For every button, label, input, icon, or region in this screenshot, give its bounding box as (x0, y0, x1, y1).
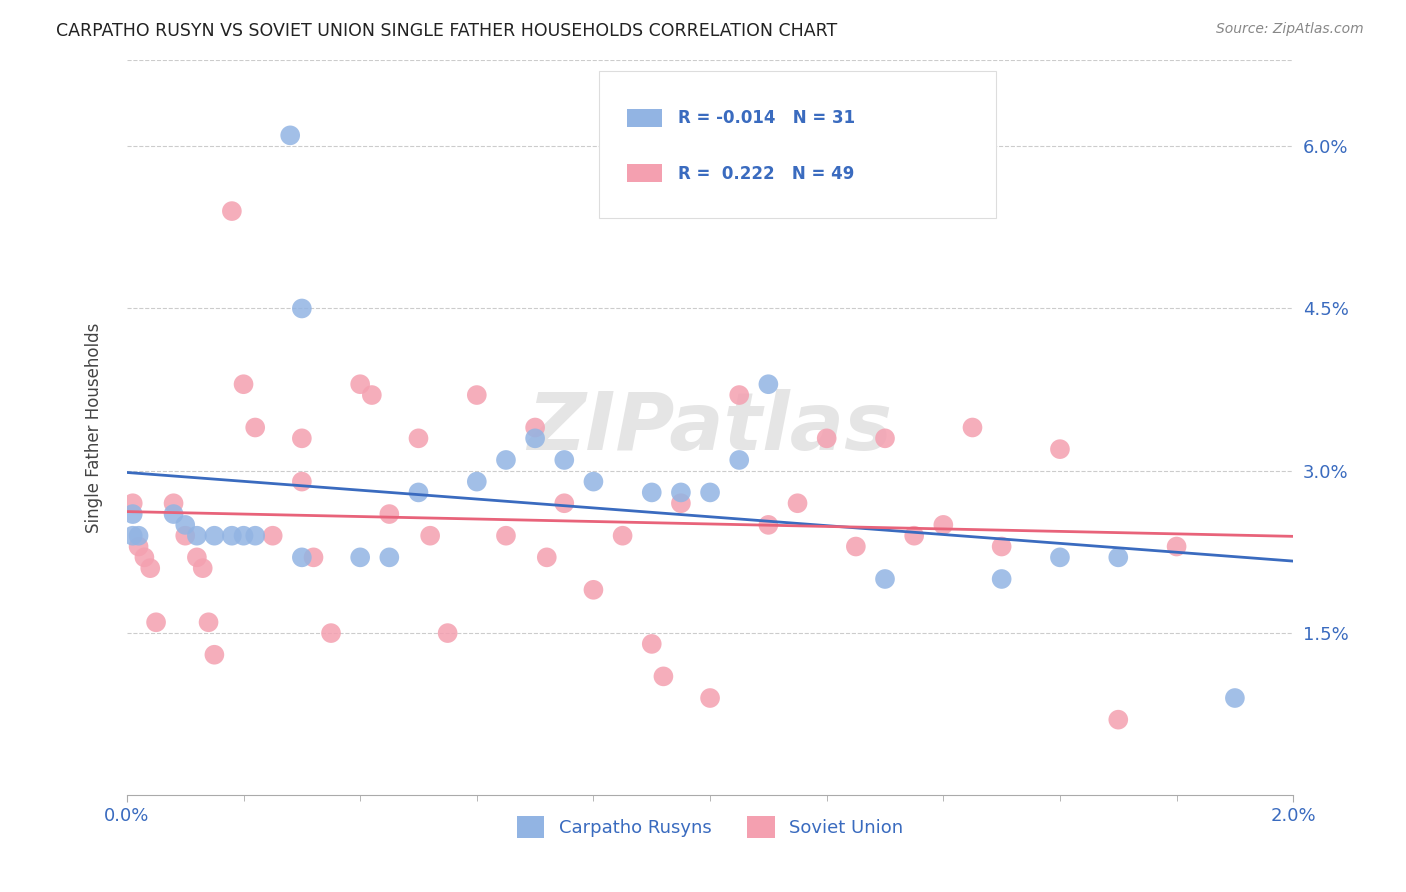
Text: R = -0.014   N = 31: R = -0.014 N = 31 (679, 110, 856, 128)
Point (641, 485, 664, 500)
Point (162, 507, 184, 521)
Point (378, 550, 401, 565)
Point (524, 420, 547, 434)
Point (582, 582, 605, 597)
Point (699, 485, 721, 500)
Point (278, 128, 301, 143)
Point (202, 648, 225, 662)
Point (495, 529, 517, 543)
Point (128, 529, 150, 543)
Point (162, 496, 184, 510)
Point (553, 453, 575, 467)
Point (291, 431, 314, 445)
Point (174, 529, 197, 543)
Point (302, 550, 325, 565)
Text: ZIPatlas: ZIPatlas (527, 389, 893, 467)
Point (728, 388, 751, 402)
Point (349, 550, 371, 565)
Point (758, 377, 780, 392)
Point (245, 529, 267, 543)
Point (202, 529, 225, 543)
Point (134, 550, 156, 565)
Y-axis label: Single Father Households: Single Father Households (86, 322, 103, 533)
Point (1107, 713, 1129, 727)
Text: Source: ZipAtlas.com: Source: ZipAtlas.com (1216, 22, 1364, 37)
Point (652, 669, 675, 683)
Point (121, 496, 143, 510)
Point (465, 388, 488, 402)
Point (465, 475, 488, 489)
Point (291, 550, 314, 565)
Legend: Carpatho Rusyns, Soviet Union: Carpatho Rusyns, Soviet Union (510, 809, 910, 846)
Point (419, 529, 441, 543)
Point (349, 377, 371, 392)
Point (232, 529, 254, 543)
Point (221, 529, 243, 543)
FancyBboxPatch shape (627, 109, 662, 127)
Point (232, 377, 254, 392)
Point (191, 561, 214, 575)
Point (1166, 540, 1188, 554)
Point (932, 517, 955, 532)
Point (669, 485, 692, 500)
Point (903, 529, 925, 543)
Point (495, 453, 517, 467)
Point (128, 540, 150, 554)
Point (186, 550, 208, 565)
Point (186, 529, 208, 543)
Point (758, 517, 780, 532)
Point (553, 496, 575, 510)
Point (262, 529, 284, 543)
Point (1049, 442, 1071, 457)
Point (145, 615, 167, 630)
Point (1049, 550, 1071, 565)
Point (612, 529, 634, 543)
Point (815, 431, 838, 445)
Point (699, 691, 721, 706)
Point (669, 496, 692, 510)
Point (873, 431, 896, 445)
Point (121, 529, 143, 543)
Point (436, 626, 458, 640)
Point (378, 507, 401, 521)
Point (873, 572, 896, 586)
Point (360, 388, 382, 402)
Point (139, 561, 162, 575)
Point (962, 420, 984, 434)
Point (786, 496, 808, 510)
Point (536, 550, 558, 565)
Point (582, 475, 605, 489)
Point (845, 540, 868, 554)
Point (291, 475, 314, 489)
Point (291, 301, 314, 316)
Point (408, 485, 430, 500)
Point (408, 431, 430, 445)
FancyBboxPatch shape (627, 164, 662, 182)
Point (221, 204, 243, 219)
Point (319, 626, 342, 640)
Point (121, 507, 143, 521)
FancyBboxPatch shape (599, 70, 995, 218)
Point (197, 615, 219, 630)
Point (174, 517, 197, 532)
Point (524, 431, 547, 445)
Point (990, 540, 1012, 554)
Point (728, 453, 751, 467)
Point (245, 420, 267, 434)
Point (641, 637, 664, 651)
Point (990, 572, 1012, 586)
Point (1107, 550, 1129, 565)
Point (1223, 691, 1246, 706)
Text: CARPATHO RUSYN VS SOVIET UNION SINGLE FATHER HOUSEHOLDS CORRELATION CHART: CARPATHO RUSYN VS SOVIET UNION SINGLE FA… (56, 22, 838, 40)
Text: R =  0.222   N = 49: R = 0.222 N = 49 (679, 165, 855, 183)
